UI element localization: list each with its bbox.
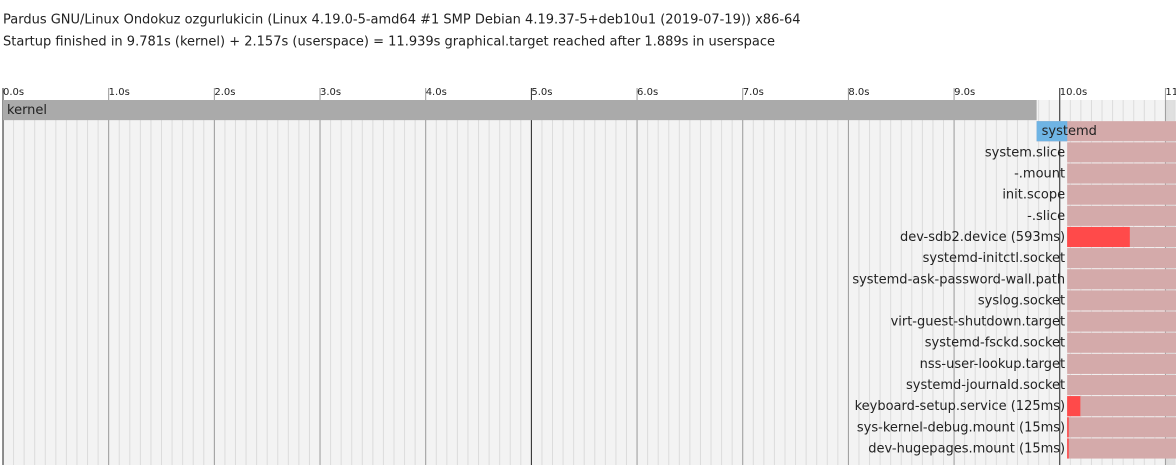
chart-subtitle: Startup finished in 9.781s (kernel) + 2.…	[3, 35, 775, 50]
x-tick-label: 2.0s	[214, 87, 235, 98]
unit-label: syslog.socket	[978, 293, 1065, 308]
active-bar	[1067, 396, 1176, 417]
active-bar	[1067, 142, 1176, 163]
chart-title: Pardus GNU/Linux Ondokuz ozgurlukicin (L…	[3, 13, 801, 28]
unit-label: sys-kernel-debug.mount (15ms)	[857, 420, 1065, 435]
unit-label: system.slice	[985, 145, 1065, 160]
x-tick-label: 3.0s	[320, 87, 341, 98]
active-bar	[1067, 163, 1176, 184]
unit-label: systemd-journald.socket	[906, 378, 1065, 393]
activating-bar	[1067, 438, 1069, 459]
activating-bar	[1067, 417, 1069, 438]
x-tick-label: 9.0s	[954, 87, 975, 98]
active-bar	[1067, 248, 1176, 269]
x-tick-label: 10.0s	[1060, 87, 1087, 98]
unit-label: -.mount	[1014, 167, 1065, 182]
x-tick-label: 8.0s	[848, 87, 869, 98]
active-bar	[1067, 205, 1176, 226]
unit-label: dev-hugepages.mount (15ms)	[868, 441, 1065, 456]
x-tick-label: 7.0s	[743, 87, 764, 98]
x-tick-label: 4.0s	[426, 87, 447, 98]
unit-label: systemd-ask-password-wall.path	[852, 272, 1065, 287]
unit-label: init.scope	[1002, 188, 1065, 203]
x-tick-label: 11.0s	[1165, 87, 1176, 98]
unit-label: -.slice	[1027, 209, 1065, 224]
activating-bar	[1067, 396, 1081, 417]
unit-label: systemd-fsckd.socket	[925, 336, 1065, 351]
kernel-label: kernel	[7, 103, 47, 118]
x-tick-label: 6.0s	[637, 87, 658, 98]
active-bar	[1067, 184, 1176, 205]
active-bar	[1067, 332, 1176, 353]
plot-background	[3, 100, 1176, 465]
active-bar	[1067, 290, 1176, 311]
active-bar	[1067, 438, 1176, 459]
unit-label: dev-sdb2.device (593ms)	[900, 230, 1065, 245]
active-bar	[1067, 311, 1176, 332]
active-bar	[1067, 417, 1176, 438]
activating-bar	[1036, 121, 1068, 142]
unit-label: nss-user-lookup.target	[920, 357, 1066, 372]
unit-label: virt-guest-shutdown.target	[891, 315, 1066, 330]
active-bar	[1067, 353, 1176, 374]
unit-label: keyboard-setup.service (125ms)	[855, 399, 1066, 414]
x-tick-label: 5.0s	[531, 87, 552, 98]
active-bar	[1067, 374, 1176, 396]
activating-bar	[1067, 226, 1130, 248]
x-tick-label: 1.0s	[109, 87, 130, 98]
unit-label: systemd-initctl.socket	[923, 251, 1066, 266]
active-bar	[1067, 269, 1176, 290]
x-tick-label: 0.0s	[3, 87, 24, 98]
active-bar	[1036, 121, 1176, 142]
kernel-bar	[3, 100, 1037, 121]
unit-label: systemd	[1042, 124, 1097, 139]
